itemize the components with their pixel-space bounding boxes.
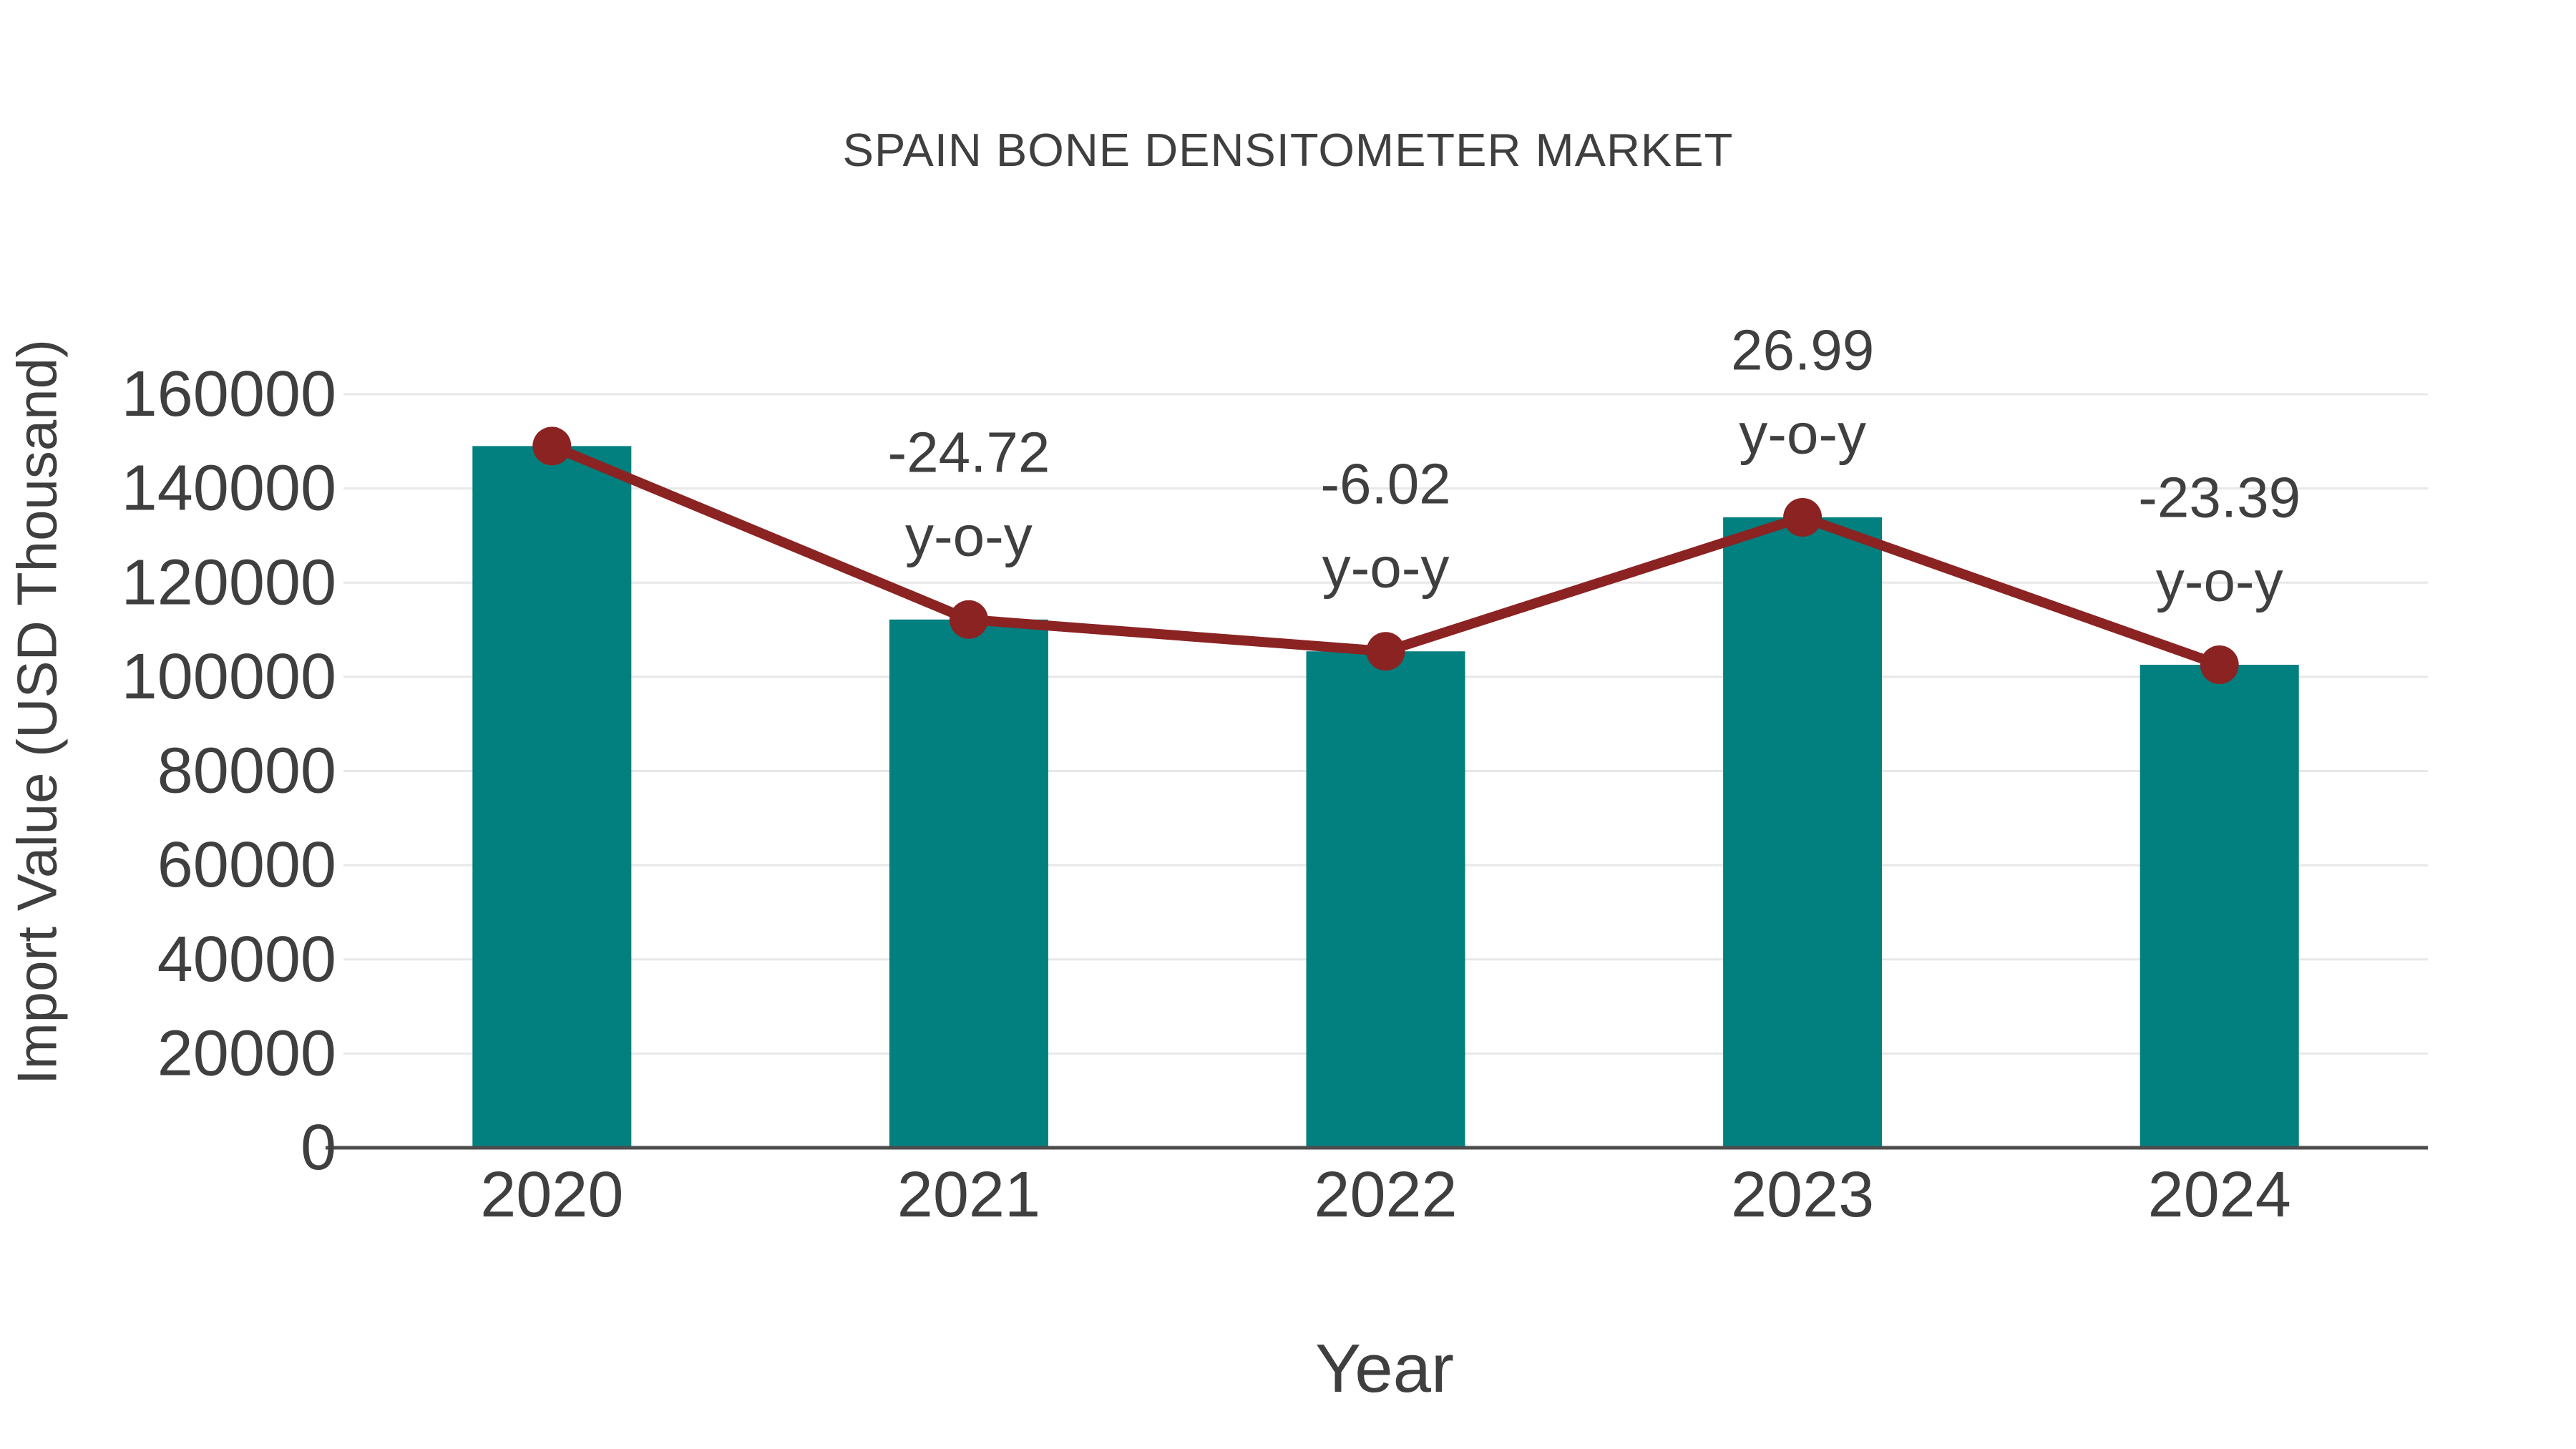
y-tick-label: 80000 (157, 736, 336, 807)
x-tick-label-2023: 2023 (1731, 1159, 1874, 1231)
bar-2024 (2140, 665, 2299, 1148)
y-tick-label: 160000 (122, 358, 336, 430)
annotation-value-2021: -24.72 (887, 420, 1050, 484)
y-tick-label: 40000 (157, 924, 336, 995)
chart-title: SPAIN BONE DENSITOMETER MARKET (842, 124, 1734, 176)
annotation-value-2022: -6.02 (1320, 452, 1450, 516)
annotation-value-2023: 26.99 (1731, 318, 1874, 381)
y-tick-label: 120000 (122, 547, 336, 618)
annotation-suffix-2023: y-o-y (1739, 401, 1866, 465)
annotation-suffix-2021: y-o-y (905, 504, 1033, 567)
annotation-value-2024: -23.39 (2138, 466, 2301, 530)
annotation-suffix-2022: y-o-y (1322, 536, 1450, 600)
y-tick-label: 60000 (157, 829, 336, 901)
bar-2022 (1306, 651, 1465, 1148)
bar-2023 (1723, 517, 1883, 1148)
trend-marker-2022 (1366, 632, 1405, 671)
y-tick-label: 20000 (157, 1018, 336, 1089)
annotation-suffix-2024: y-o-y (2156, 550, 2283, 613)
x-tick-label-2024: 2024 (2148, 1159, 2291, 1231)
bar-2021 (889, 619, 1048, 1148)
y-axis-title: Import Value (USD Thousand) (5, 339, 69, 1085)
trend-marker-2021 (949, 600, 988, 639)
y-tick-label: 140000 (122, 453, 336, 525)
bar-2020 (472, 446, 632, 1148)
x-axis-title: Year (1315, 1330, 1454, 1407)
trend-marker-2020 (532, 426, 572, 466)
trend-marker-2024 (2200, 645, 2239, 685)
y-tick-label: 100000 (122, 641, 336, 713)
x-tick-label-2021: 2021 (897, 1159, 1040, 1231)
x-tick-label-2022: 2022 (1314, 1159, 1457, 1231)
y-tick-label: 0 (301, 1112, 336, 1184)
x-tick-label-2020: 2020 (480, 1159, 623, 1231)
trend-marker-2023 (1783, 497, 1823, 537)
